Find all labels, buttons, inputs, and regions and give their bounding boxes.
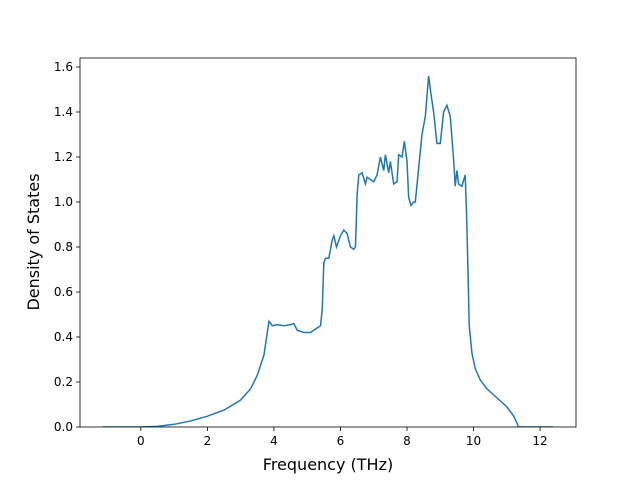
y-tick-label: 1.2 xyxy=(54,150,73,164)
y-tick-label: 0.0 xyxy=(54,420,73,434)
x-tick-label: 12 xyxy=(532,434,547,448)
x-tick-label: 10 xyxy=(466,434,481,448)
x-tick-label: 6 xyxy=(337,434,345,448)
x-tick-label: 4 xyxy=(270,434,278,448)
x-tick-label: 0 xyxy=(137,434,145,448)
plot-frame xyxy=(79,57,577,428)
y-tick-label: 0.4 xyxy=(54,330,73,344)
y-tick-label: 0.6 xyxy=(54,285,73,299)
y-tick-label: 1.4 xyxy=(54,105,73,119)
line xyxy=(102,75,554,427)
x-axis-label: Frequency (THz) xyxy=(263,455,393,474)
y-tick-label: 1.6 xyxy=(54,60,73,74)
y-tick-label: 1.0 xyxy=(54,195,73,209)
y-tick-label: 0.2 xyxy=(54,375,73,389)
x-tick-label: 8 xyxy=(403,434,411,448)
x-tick-label: 2 xyxy=(204,434,212,448)
y-tick-label: 0.8 xyxy=(54,240,73,254)
y-axis-label: Density of States xyxy=(24,173,43,310)
